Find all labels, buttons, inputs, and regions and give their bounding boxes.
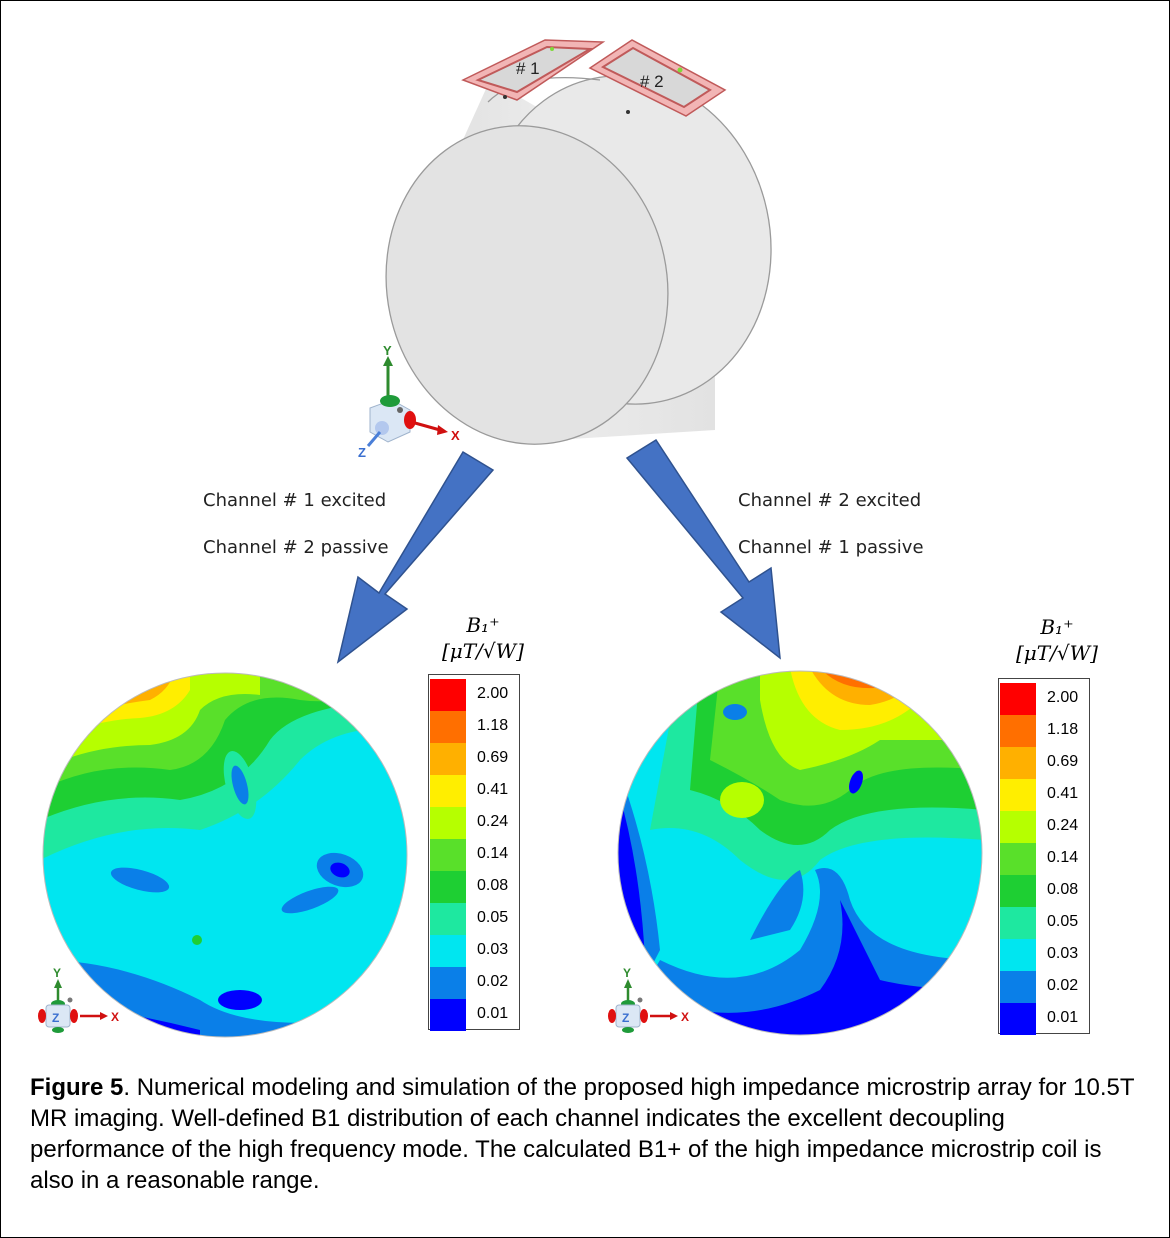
colorbar-swatch bbox=[1000, 683, 1036, 715]
colorbar-value-label: 0.01 bbox=[1047, 1009, 1079, 1026]
axis-z-label-3d: Z bbox=[358, 445, 366, 460]
b1-map-left bbox=[43, 673, 407, 1037]
axes-gizmo-2d-left: Y Z X bbox=[38, 966, 119, 1033]
colorbar-swatch bbox=[430, 935, 466, 967]
colorbar-swatch bbox=[1000, 747, 1036, 779]
colorbar-swatch bbox=[430, 903, 466, 935]
legend-title-unit: [μT/√W] bbox=[1016, 641, 1098, 665]
colorbar-value-label: 0.24 bbox=[477, 813, 509, 830]
colorbar-value-label: 0.05 bbox=[477, 909, 509, 926]
coil-label-2: # 2 bbox=[640, 72, 664, 91]
axis-x-label-right: X bbox=[681, 1010, 689, 1024]
arrow-to-right-map bbox=[625, 438, 781, 660]
colorbar-value-label: 0.08 bbox=[1047, 881, 1079, 898]
colorbar-swatch bbox=[430, 967, 466, 999]
colorbar-left: 2.00 1.18 0.69 0.41 0.24 0.14 0.08 0.05 0.03 0.02… bbox=[428, 674, 520, 1031]
colorbar-swatch bbox=[430, 999, 466, 1031]
colorbar-value-label: 0.02 bbox=[1047, 977, 1079, 994]
colorbar-value-label: 0.03 bbox=[477, 941, 509, 958]
axis-y-label-left: Y bbox=[53, 966, 61, 980]
colorbar-swatch bbox=[430, 679, 466, 711]
colorbar-swatch bbox=[430, 743, 466, 775]
colorbar-swatch bbox=[430, 839, 466, 871]
axis-y-label-3d: Y bbox=[383, 343, 392, 358]
legend-title-symbol: B₁⁺ bbox=[466, 613, 500, 637]
colorbar-swatch bbox=[430, 711, 466, 743]
colorbar-swatch bbox=[1000, 779, 1036, 811]
colorbar-swatch bbox=[1000, 939, 1036, 971]
axis-x-label-3d: X bbox=[451, 428, 460, 443]
colorbar-value-label: 0.69 bbox=[477, 749, 509, 766]
right-channel-excited-label: Channel # 2 excited bbox=[738, 490, 922, 511]
colorbar-swatch bbox=[430, 775, 466, 807]
colorbar-swatch bbox=[1000, 907, 1036, 939]
left-channel-excited-label: Channel # 1 excited bbox=[203, 490, 387, 511]
legend-title-right: B₁⁺ [μT/√W] bbox=[992, 614, 1122, 666]
colorbar-value-label: 0.24 bbox=[1047, 817, 1079, 834]
left-channel-passive-label: Channel # 2 passive bbox=[203, 537, 389, 558]
b1-map-right bbox=[618, 671, 982, 1035]
colorbar-swatch bbox=[430, 871, 466, 903]
colorbar-value-label: 0.14 bbox=[1047, 849, 1079, 866]
coil-element-1 bbox=[461, 39, 606, 101]
colorbar-value-label: 1.18 bbox=[477, 717, 509, 734]
colorbar-swatch bbox=[1000, 1003, 1036, 1035]
right-channel-passive-label: Channel # 1 passive bbox=[738, 537, 924, 558]
colorbar-value-label: 0.03 bbox=[1047, 945, 1079, 962]
caption-label: Figure 5 bbox=[30, 1074, 124, 1101]
axes-gizmo-3d: Y X Z bbox=[358, 343, 460, 460]
colorbar-right: 2.00 1.18 0.69 0.41 0.24 0.14 0.08 0.05 0.03 0.02… bbox=[998, 678, 1090, 1035]
legend-title-symbol: B₁⁺ bbox=[1040, 615, 1074, 639]
coil-element-2 bbox=[588, 39, 727, 117]
axis-z-label-right: Z bbox=[622, 1011, 629, 1025]
figure-caption: Figure 5. Numerical modeling and simulat… bbox=[30, 1072, 1140, 1196]
legend-title-left: B₁⁺ [μT/√W] bbox=[418, 612, 548, 664]
legend-title-unit: [μT/√W] bbox=[442, 639, 524, 663]
axis-x-label-left: X bbox=[111, 1010, 119, 1024]
colorbar-value-label: 0.02 bbox=[477, 973, 509, 990]
figure-5: # 1 # 2 Y X Z bbox=[30, 39, 1134, 1194]
colorbar-value-label: 2.00 bbox=[477, 685, 509, 702]
colorbar-value-label: 0.14 bbox=[477, 845, 509, 862]
colorbar-value-label: 0.69 bbox=[1047, 753, 1079, 770]
phantom-cylinder bbox=[385, 75, 772, 445]
colorbar-value-label: 0.41 bbox=[477, 781, 509, 798]
colorbar-swatch bbox=[1000, 971, 1036, 1003]
colorbar-value-label: 0.05 bbox=[1047, 913, 1079, 930]
colorbar-swatch bbox=[1000, 715, 1036, 747]
arrow-to-left-map bbox=[336, 450, 495, 664]
colorbar-swatch bbox=[1000, 843, 1036, 875]
colorbar-swatch bbox=[1000, 875, 1036, 907]
figure-graphic: # 1 # 2 Y X Z bbox=[38, 39, 983, 1038]
colorbar-value-label: 0.08 bbox=[477, 877, 509, 894]
axis-y-label-right: Y bbox=[623, 966, 631, 980]
colorbar-value-label: 2.00 bbox=[1047, 689, 1079, 706]
caption-text: . Numerical modeling and simulation of t… bbox=[30, 1074, 1135, 1194]
colorbar-swatch bbox=[430, 807, 466, 839]
colorbar-swatch bbox=[1000, 811, 1036, 843]
axis-z-label-left: Z bbox=[52, 1011, 59, 1025]
coil-label-1: # 1 bbox=[516, 59, 540, 78]
colorbar-value-label: 0.41 bbox=[1047, 785, 1079, 802]
colorbar-value-label: 0.01 bbox=[477, 1005, 509, 1022]
colorbar-value-label: 1.18 bbox=[1047, 721, 1079, 738]
axes-gizmo-2d-right: Y Z X bbox=[608, 966, 689, 1033]
